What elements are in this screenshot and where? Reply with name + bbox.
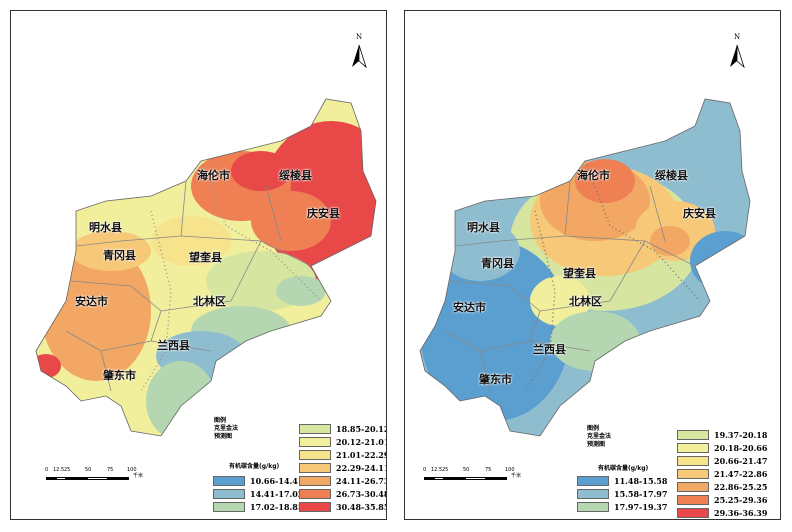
county-label: 北林区 [193, 295, 226, 308]
legend-item: 29.36-36.39 [677, 507, 767, 518]
county-label: 海伦市 [577, 169, 610, 182]
legend-item: 30.48-35.85 [299, 501, 386, 512]
legend-item: 18.85-20.12 [299, 423, 386, 434]
legend-item: 26.73-30.48 [299, 488, 386, 499]
legend-swatch [577, 501, 609, 512]
legend-item: 24.11-26.73 [299, 475, 386, 486]
map-panel-right: 海伦市 绥棱县 庆安县 明水县 青冈县 望奎县 安达市 北林区 兰西县 肇东市 … [404, 10, 781, 520]
legend-swatch [299, 436, 331, 447]
legend-item: 17.97-19.37 [577, 501, 667, 512]
choropleth-map-left [35, 98, 377, 437]
legend-swatch [677, 481, 709, 492]
legend-swatch [299, 501, 331, 512]
legend-swatch [213, 488, 245, 499]
county-label: 青冈县 [481, 257, 514, 270]
north-arrow-icon: N [725, 33, 749, 73]
county-label: 北林区 [569, 295, 602, 308]
legend-item: 20.66-21.47 [677, 455, 767, 466]
county-label: 肇东市 [103, 369, 136, 382]
rail-lines-left [140, 160, 322, 392]
county-label: 庆安县 [683, 207, 716, 220]
legend-item: 15.58-17.97 [577, 488, 667, 499]
choropleth-map-right [419, 98, 751, 437]
county-label: 望奎县 [563, 267, 596, 280]
legend-swatch [577, 488, 609, 499]
legend-item: 22.86-25.25 [677, 481, 767, 492]
legend-item: 11.48-15.58 [577, 475, 667, 486]
rail-lines-right [524, 160, 701, 392]
county-label: 明水县 [89, 221, 122, 234]
legend-swatch [299, 475, 331, 486]
legend-item: 20.18-20.66 [677, 442, 767, 453]
county-label: 明水县 [467, 221, 500, 234]
county-label: 安达市 [75, 295, 108, 308]
county-label: 绥棱县 [655, 169, 688, 182]
north-arrow-icon: N [347, 33, 371, 73]
legend-swatch [677, 429, 709, 440]
legend-swatch [677, 468, 709, 479]
legend-swatch [299, 423, 331, 434]
county-label: 望奎县 [189, 251, 222, 264]
legend-item: 25.25-29.36 [677, 494, 767, 505]
county-boundaries-left [35, 98, 377, 437]
legend-item: 21.47-22.86 [677, 468, 767, 479]
legend-item: 17.02-18.85 [213, 501, 303, 512]
legend-swatch [213, 501, 245, 512]
scale-bar: 0 12.5 25 50 75 100 千米 [45, 467, 144, 480]
legend-unit: 有机碳含量(g/kg) [598, 465, 649, 472]
county-label: 绥棱县 [279, 169, 312, 182]
legend-item: 22.29-24.11 [299, 462, 386, 473]
county-label: 安达市 [453, 301, 486, 314]
legend-swatch [213, 475, 245, 486]
legend-item: 10.66-14.41 [213, 475, 303, 486]
legend-swatch [299, 488, 331, 499]
legend-item: 19.37-20.18 [677, 429, 767, 440]
legend-item: 14.41-17.02 [213, 488, 303, 499]
county-label: 兰西县 [533, 343, 566, 356]
county-label: 青冈县 [103, 249, 136, 262]
county-label: 海伦市 [197, 169, 230, 182]
county-label: 肇东市 [479, 373, 512, 386]
legend-swatch [577, 475, 609, 486]
scale-bar: 0 12.5 25 50 75 100 千米 [423, 467, 522, 480]
legend-swatch [677, 494, 709, 505]
map-panel-left: 海伦市 绥棱县 庆安县 明水县 青冈县 望奎县 安达市 北林区 兰西县 肇东市 … [10, 10, 387, 520]
legend-swatch [299, 462, 331, 473]
county-label: 庆安县 [307, 207, 340, 220]
legend-item: 20.12-21.01 [299, 436, 386, 447]
legend-item: 21.01-22.29 [299, 449, 386, 460]
county-label: 兰西县 [157, 339, 190, 352]
legend-swatch [299, 449, 331, 460]
legend-unit: 有机碳含量(g/kg) [229, 463, 280, 470]
legend-title: 图例 克里金法 预测图 [587, 425, 612, 448]
county-boundaries-right [419, 98, 751, 437]
legend-swatch [677, 455, 709, 466]
legend-swatch [677, 442, 709, 453]
legend-swatch [677, 507, 709, 518]
legend-title: 图例 克里金法 预测图 [214, 417, 239, 440]
